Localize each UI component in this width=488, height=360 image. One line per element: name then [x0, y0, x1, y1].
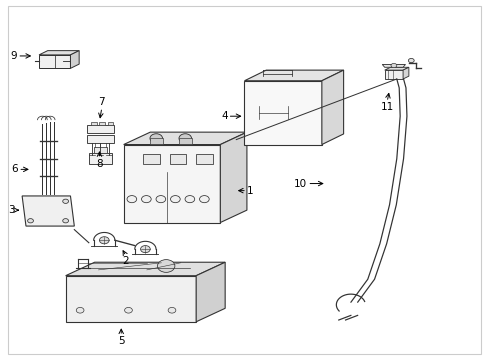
Polygon shape — [70, 51, 79, 68]
Circle shape — [170, 195, 180, 203]
Circle shape — [140, 246, 150, 253]
Bar — [142, 154, 160, 164]
Bar — [150, 138, 162, 144]
Circle shape — [199, 195, 209, 203]
Bar — [107, 122, 113, 125]
Text: 1: 1 — [246, 186, 253, 195]
Text: 7: 7 — [99, 97, 105, 107]
Bar — [87, 135, 114, 143]
Circle shape — [27, 219, 33, 223]
Bar — [89, 153, 112, 164]
Circle shape — [407, 58, 413, 63]
Circle shape — [184, 195, 194, 203]
Text: 6: 6 — [12, 165, 18, 174]
Circle shape — [179, 134, 191, 143]
Polygon shape — [65, 276, 196, 322]
Polygon shape — [244, 70, 343, 81]
Polygon shape — [65, 262, 224, 276]
Circle shape — [99, 237, 109, 244]
Text: 8: 8 — [96, 159, 102, 169]
Polygon shape — [39, 51, 79, 55]
Circle shape — [127, 195, 137, 203]
Polygon shape — [123, 145, 220, 222]
Text: 3: 3 — [8, 205, 15, 215]
Polygon shape — [244, 81, 321, 145]
Text: 11: 11 — [380, 102, 393, 112]
Polygon shape — [196, 262, 224, 322]
Bar — [91, 122, 97, 125]
Circle shape — [168, 307, 176, 313]
Circle shape — [141, 195, 151, 203]
Bar — [179, 138, 191, 144]
Circle shape — [76, 307, 84, 313]
Circle shape — [62, 199, 68, 203]
Text: 2: 2 — [122, 256, 129, 266]
Circle shape — [156, 195, 165, 203]
Circle shape — [390, 63, 396, 68]
Text: 9: 9 — [11, 51, 17, 61]
Text: 4: 4 — [221, 111, 227, 121]
Polygon shape — [220, 132, 246, 222]
Circle shape — [62, 219, 68, 223]
Circle shape — [124, 307, 132, 313]
Bar — [169, 154, 186, 164]
Polygon shape — [384, 67, 408, 70]
Polygon shape — [384, 70, 402, 79]
Polygon shape — [39, 55, 70, 68]
Polygon shape — [321, 70, 343, 145]
Circle shape — [157, 260, 175, 273]
Bar — [99, 122, 105, 125]
Polygon shape — [22, 196, 74, 226]
Bar — [196, 154, 213, 164]
Polygon shape — [402, 67, 408, 79]
Polygon shape — [382, 64, 405, 67]
Polygon shape — [123, 132, 246, 145]
Text: 5: 5 — [118, 336, 124, 346]
Bar — [87, 125, 114, 133]
Text: 10: 10 — [294, 179, 307, 189]
Circle shape — [150, 134, 162, 143]
Bar — [94, 147, 107, 153]
